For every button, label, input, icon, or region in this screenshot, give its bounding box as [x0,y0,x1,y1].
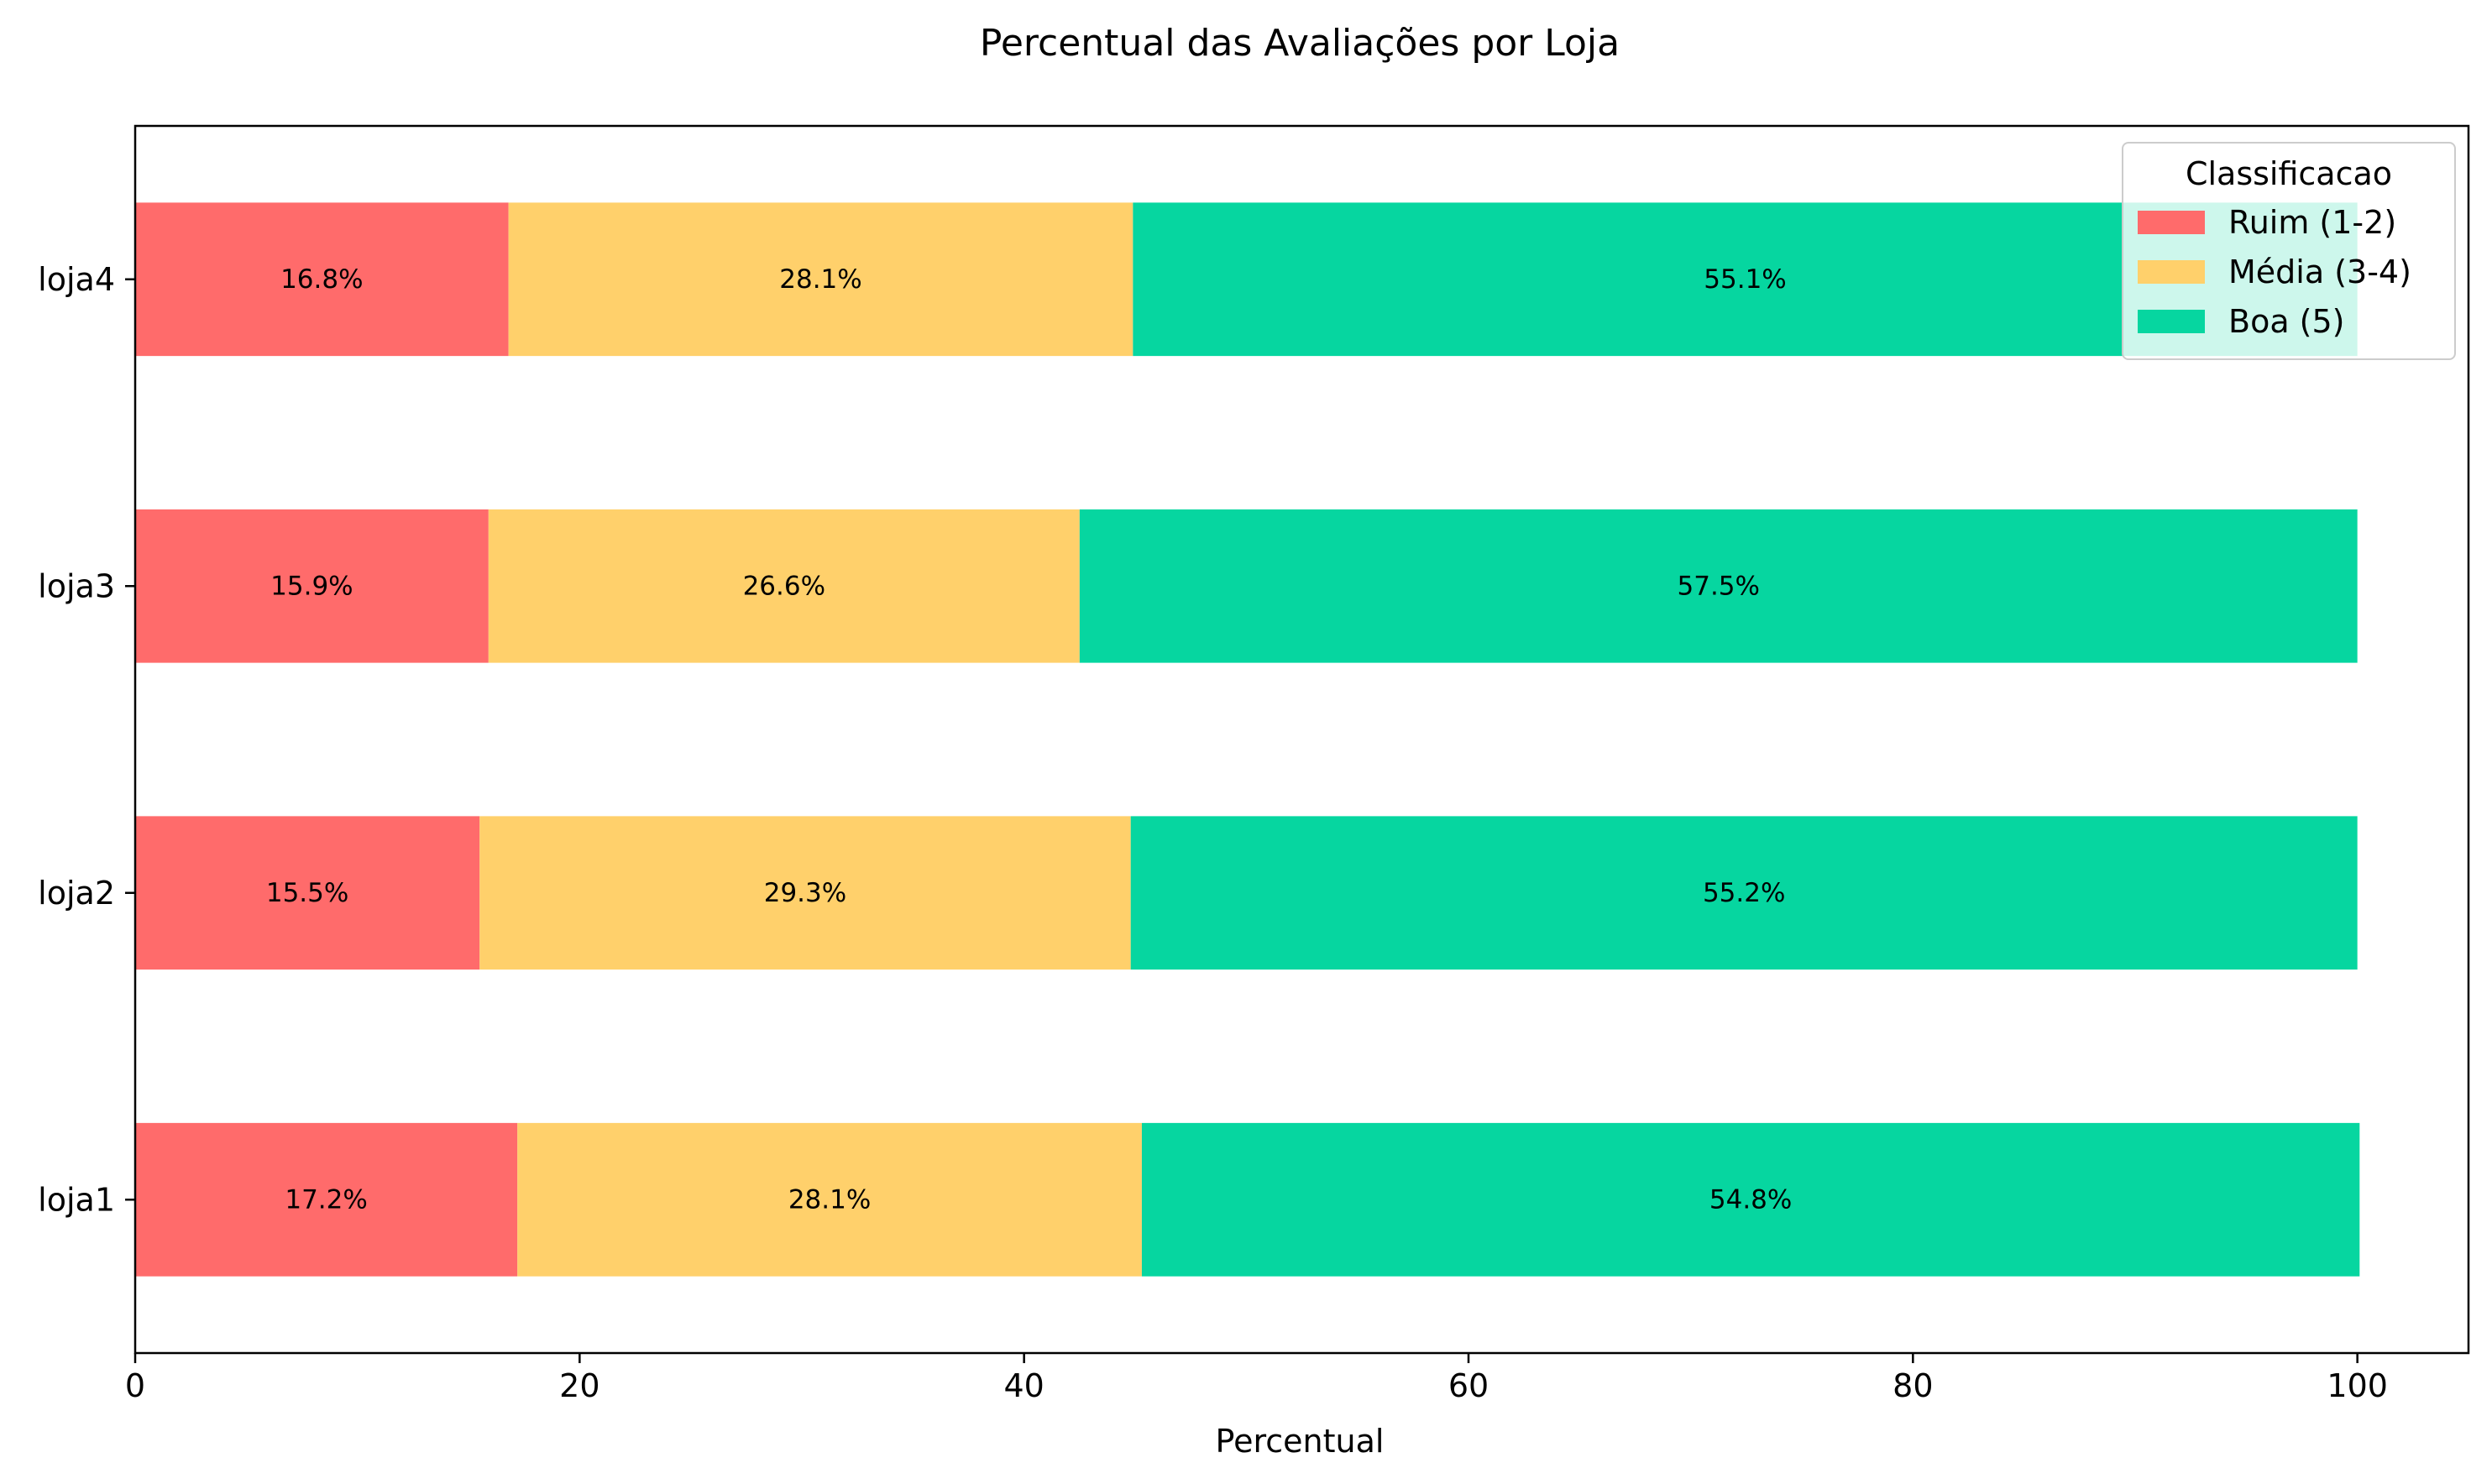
bar-loja3-series-0 [135,509,489,663]
bar-labels-layer: 17.2% 28.1% 54.8% 15.5% 29.3% 55.2% 15.9% 26.6%… [266,264,1792,1215]
legend-swatch-2 [2138,310,2205,333]
x-tick-label: 40 [1003,1367,1044,1404]
data-label-loja1-series-2: 54.8% [1709,1184,1792,1215]
data-label-loja4-series-1: 28.1% [779,264,861,295]
x-tick-label: 60 [1448,1367,1489,1404]
y-axis-ticks: loja1 loja2 loja3 loja4 [38,261,135,1218]
data-label-loja2-series-1: 29.3% [764,878,846,908]
bars-layer [135,202,2360,1277]
plot-frame [134,124,2470,1355]
y-tick-label: loja2 [38,875,115,912]
legend-label-2: Boa (5) [2228,303,2345,340]
data-label-loja3-series-0: 15.9% [270,571,353,601]
data-label-loja1-series-1: 28.1% [788,1184,871,1215]
data-label-loja4-series-0: 16.8% [280,264,363,295]
legend-swatch-1 [2138,260,2205,284]
chart-title: Percentual das Avaliações por Loja [980,22,1620,65]
legend-swatch-0 [2138,211,2205,234]
data-label-loja2-series-2: 55.2% [1703,878,1785,908]
bar-loja1-series-0 [135,1122,518,1277]
data-label-loja3-series-1: 26.6% [743,571,825,601]
bar-loja3-series-2 [1079,509,2358,663]
bar-loja4-series-1 [508,202,1133,357]
bar-loja4-series-0 [135,202,509,357]
legend-box [2122,142,2456,360]
bar-loja2-series-0 [135,816,480,970]
data-label-loja1-series-0: 17.2% [285,1184,367,1215]
bar-loja1-series-2 [1141,1122,2360,1277]
legend-label-1: Média (3-4) [2228,253,2411,290]
x-axis-ticks: 0 20 40 60 80 100 [125,1353,2388,1404]
x-tick-label: 20 [559,1367,599,1404]
y-tick-label: loja4 [38,261,115,298]
legend-title: Classificacao [2186,155,2392,192]
data-label-loja3-series-2: 57.5% [1678,571,1760,601]
bar-loja2-series-1 [479,816,1131,970]
x-tick-label: 0 [125,1367,145,1404]
x-axis-label: Percentual [1216,1423,1385,1460]
data-label-loja2-series-0: 15.5% [266,878,348,908]
y-tick-label: loja1 [38,1181,115,1218]
bar-loja3-series-1 [488,509,1080,663]
x-tick-label: 100 [2327,1367,2388,1404]
data-label-loja4-series-2: 55.1% [1704,264,1786,295]
legend-label-0: Ruim (1-2) [2228,204,2396,241]
y-tick-label: loja3 [38,567,115,604]
bar-loja1-series-1 [517,1122,1142,1277]
legend: Classificacao Ruim (1-2) Média (3-4) Boa (5… [2122,142,2456,360]
bar-loja2-series-2 [1130,816,2358,970]
x-tick-label: 80 [1893,1367,1933,1404]
